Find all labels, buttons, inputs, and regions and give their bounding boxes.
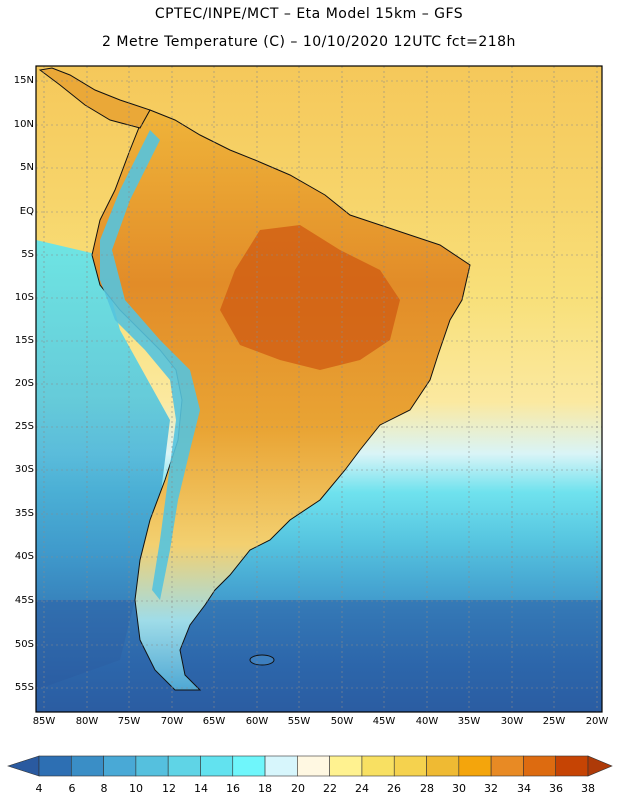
lat-label: 40S bbox=[14, 551, 34, 562]
lon-label: 70W bbox=[160, 716, 184, 727]
lat-label: 35S bbox=[14, 508, 34, 519]
colorbar-label: 24 bbox=[355, 782, 369, 795]
colorbar-segment bbox=[264, 755, 298, 777]
colorbar-segment bbox=[200, 755, 234, 777]
colorbar-label: 32 bbox=[484, 782, 498, 795]
lat-label: 30S bbox=[14, 464, 34, 475]
colorbar-label: 16 bbox=[226, 782, 240, 795]
map-frame bbox=[35, 65, 603, 713]
colorbar-segment bbox=[490, 755, 524, 777]
colorbar-label: 30 bbox=[452, 782, 466, 795]
colorbar-segment bbox=[135, 755, 169, 777]
hot-interior bbox=[220, 225, 400, 370]
colorbar-segment bbox=[426, 755, 460, 777]
lon-label: 60W bbox=[245, 716, 269, 727]
colorbar-segment bbox=[167, 755, 201, 777]
lon-label: 75W bbox=[117, 716, 141, 727]
colorbar-segment bbox=[70, 755, 104, 777]
lon-label: 50W bbox=[330, 716, 354, 727]
colorbar-label: 12 bbox=[162, 782, 176, 795]
lat-label: 25S bbox=[14, 421, 34, 432]
lat-label: 50S bbox=[14, 639, 34, 650]
colorbar-label: 34 bbox=[517, 782, 531, 795]
colorbar-label: 36 bbox=[549, 782, 563, 795]
lon-label: 20W bbox=[585, 716, 609, 727]
colorbar-label: 6 bbox=[68, 782, 76, 795]
colorbar-segment bbox=[393, 755, 427, 777]
colorbar-label: 28 bbox=[420, 782, 434, 795]
chart-title-line2: 2 Metre Temperature (C) – 10/10/2020 12U… bbox=[102, 34, 516, 50]
graticule bbox=[36, 66, 602, 712]
lon-label: 85W bbox=[32, 716, 56, 727]
colorbar-arrow-right bbox=[587, 755, 613, 777]
lat-label: 15N bbox=[13, 75, 34, 86]
colorbar-label: 20 bbox=[291, 782, 305, 795]
lon-label: 45W bbox=[372, 716, 396, 727]
colorbar-label: 26 bbox=[387, 782, 401, 795]
pacific-field bbox=[36, 240, 170, 690]
lon-label: 30W bbox=[500, 716, 524, 727]
colorbar-label: 18 bbox=[258, 782, 272, 795]
lon-label: 35W bbox=[457, 716, 481, 727]
lat-label: 45S bbox=[14, 595, 34, 606]
southern-cold-band bbox=[36, 600, 602, 712]
lat-label: 20S bbox=[14, 378, 34, 389]
lon-label: 65W bbox=[202, 716, 226, 727]
central-america-land bbox=[38, 67, 151, 129]
colorbar-segment bbox=[232, 755, 266, 777]
colorbar-label: 4 bbox=[35, 782, 43, 795]
chart-title-line1: CPTEC/INPE/MCT – Eta Model 15km – GFS bbox=[154, 6, 464, 22]
colorbar-segment bbox=[297, 755, 330, 777]
lat-label: 10S bbox=[14, 292, 34, 303]
andes-cold-strip bbox=[100, 130, 200, 600]
lat-label: 5N bbox=[20, 162, 34, 173]
colorbar-label: 10 bbox=[129, 782, 143, 795]
colorbar-label: 8 bbox=[100, 782, 108, 795]
colorbar-label: 38 bbox=[581, 782, 595, 795]
colorbar-segment bbox=[329, 755, 363, 777]
colorbar-arrow-left bbox=[7, 755, 40, 777]
colorbar-segment bbox=[458, 755, 492, 777]
lon-label: 80W bbox=[75, 716, 99, 727]
lat-label: 15S bbox=[14, 335, 34, 346]
colorbar-label: 22 bbox=[323, 782, 337, 795]
colorbar-label: 14 bbox=[194, 782, 208, 795]
colorbar-segment bbox=[361, 755, 395, 777]
lat-label: 55S bbox=[14, 682, 34, 693]
lat-label: 10N bbox=[13, 119, 34, 130]
lat-label: EQ bbox=[19, 206, 34, 217]
colorbar bbox=[7, 755, 613, 777]
lon-label: 40W bbox=[415, 716, 439, 727]
colorbar-segment bbox=[555, 755, 589, 777]
lat-label: 5S bbox=[21, 249, 34, 260]
lon-label: 55W bbox=[287, 716, 311, 727]
lon-label: 25W bbox=[542, 716, 566, 727]
colorbar-segment bbox=[38, 755, 72, 777]
colorbar-segment bbox=[103, 755, 137, 777]
falkland-islands bbox=[249, 654, 275, 666]
colorbar-segment bbox=[523, 755, 557, 777]
